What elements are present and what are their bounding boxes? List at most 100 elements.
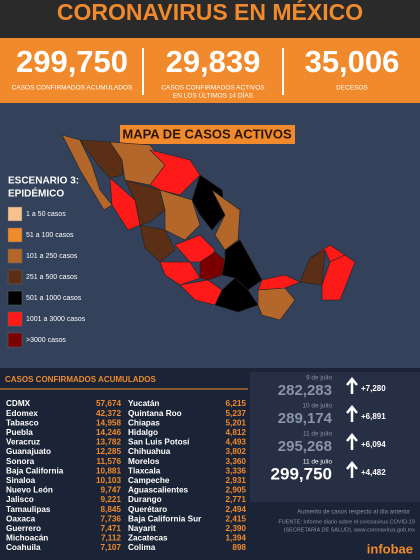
state-name: Chiapas [128, 418, 160, 427]
map [61, 134, 356, 321]
state-name: Tamaulipas [6, 505, 51, 514]
state-name: Tlaxcala [128, 466, 161, 475]
header-bg [0, 0, 420, 40]
state-name: Campeche [128, 476, 170, 485]
state-cases: 7,736 [101, 514, 122, 523]
state-name: Aguascalientes [128, 486, 189, 495]
legend-label: 1001 a 3000 casos [26, 316, 86, 323]
state-cases: 13,782 [96, 438, 121, 447]
total: 295,268 [278, 438, 332, 455]
michoacan [159, 261, 201, 286]
state-cases: 2,390 [226, 524, 247, 533]
state-cases: 57,674 [96, 399, 121, 408]
stat-label: CASOS CONFIRMADOS ACUMULADOS [12, 85, 133, 92]
total: 299,750 [271, 464, 332, 483]
state-name: Chihuahua [128, 447, 171, 456]
stat-label: CASOS CONFIRMADOS ACTIVOS [161, 85, 265, 92]
increase: +4,482 [361, 468, 386, 477]
date: 11 de julio [303, 459, 333, 466]
legend-swatch [7, 227, 23, 243]
state-name: Hidalgo [128, 428, 158, 437]
state-cases: 11,576 [96, 457, 121, 466]
jalisco [139, 224, 176, 263]
state-name: Guerrero [6, 524, 41, 533]
state-name: San Luis Potosí [128, 438, 190, 447]
state-cases: 9,221 [101, 495, 122, 504]
stat-label: DECESOS [336, 85, 368, 92]
legend-label: 501 a 1000 casos [26, 295, 82, 302]
state-name: Oaxaca [6, 514, 36, 523]
state-cases: 5,201 [226, 418, 247, 427]
state-cases: 3,336 [226, 466, 247, 475]
state-cases: 14,246 [96, 428, 121, 437]
state-cases: 2,931 [226, 476, 247, 485]
legend-swatch [7, 332, 23, 348]
state-name: Sonora [6, 457, 35, 466]
stat-value: 29,839 [166, 44, 261, 79]
quintana-roo [321, 254, 356, 301]
state-cases: 7,112 [101, 534, 121, 543]
increase: +6,094 [361, 440, 386, 449]
timeline-note: Aumento de casos respecto al día anterio… [297, 510, 410, 516]
state-cases: 3,360 [226, 457, 247, 466]
legend-label: 51 a 100 casos [26, 232, 74, 239]
legend-subtitle: EPIDÉMICO [8, 187, 64, 200]
map-title: MAPA DE CASOS ACTIVOS [122, 126, 292, 141]
state-name: Coahuila [6, 543, 41, 552]
legend-title: ESCENARIO 3: [8, 176, 79, 187]
state-cases: 2,905 [226, 486, 247, 495]
state-name: Veracruz [6, 438, 40, 447]
state-name: Durango [128, 495, 162, 504]
state-cases: 9,747 [101, 486, 122, 495]
state-cases: 898 [232, 543, 246, 552]
stat-value: 35,006 [305, 44, 400, 79]
state-name: CDMX [6, 399, 31, 408]
state-name: Nayarit [128, 524, 156, 533]
legend-label: 1 a 50 casos [26, 211, 66, 218]
legend-swatch [7, 248, 23, 264]
timeline-bg [250, 372, 420, 502]
source: (SECRETARÍA DE SALUD), www.coronavirus.g… [284, 526, 416, 533]
arrow [346, 377, 358, 394]
state-name: Colima [128, 543, 156, 552]
state-cases: 8,845 [101, 505, 122, 514]
date: 10 de julio [302, 403, 332, 410]
date: 9 de julio [306, 375, 332, 382]
state-name: Zacatecas [128, 534, 168, 543]
state-cases: 4,493 [226, 438, 247, 447]
state-cases: 2,415 [226, 514, 247, 523]
state-cases: 6,215 [226, 399, 247, 408]
state-name: Sinaloa [6, 476, 36, 485]
sinaloa [109, 177, 141, 231]
state-name: Yucatán [128, 399, 159, 408]
total: 289,174 [278, 410, 333, 427]
legend-label: 251 a 500 casos [26, 274, 78, 281]
state-name: Querétaro [128, 505, 167, 514]
state-cases: 5,237 [226, 409, 247, 418]
tabasco [257, 274, 301, 291]
state-cases: 14,958 [96, 418, 121, 427]
stat-value: 299,750 [16, 44, 128, 79]
state-name: Nuevo León [6, 486, 53, 495]
state-cases: 3,802 [226, 447, 247, 456]
stats-bg [0, 38, 420, 103]
brand: infobae [367, 541, 413, 556]
state-name: Edomex [6, 409, 38, 418]
state-name: Guanajuato [6, 447, 51, 456]
arrow [346, 405, 358, 422]
state-name: Quintana Roo [128, 409, 182, 418]
state-cases: 2,771 [226, 495, 247, 504]
legend-label: 101 a 250 casos [26, 253, 78, 260]
baja-california [61, 134, 113, 211]
table-title: CASOS CONFIRMADOS ACUMULADOS [5, 375, 156, 384]
state-name: Tabasco [6, 418, 39, 427]
state-cases: 7,471 [101, 524, 122, 533]
state-name: Puebla [6, 428, 33, 437]
state-cases: 4,812 [226, 428, 247, 437]
legend-swatch [7, 290, 23, 306]
state-cases: 42,372 [96, 409, 121, 418]
state-cases: 2,494 [226, 505, 247, 514]
state-cases: 1,394 [226, 534, 247, 543]
state-name: Baja California [6, 466, 64, 475]
